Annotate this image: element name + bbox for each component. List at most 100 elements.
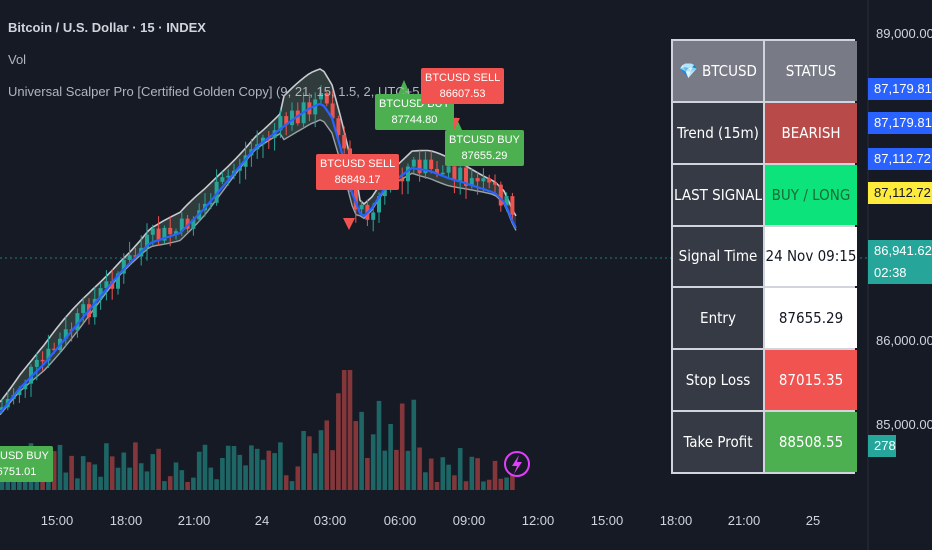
volume-bar bbox=[63, 472, 69, 490]
volume-bar bbox=[452, 475, 457, 490]
candle-body bbox=[75, 313, 80, 331]
trend-label: Trend (15m) bbox=[673, 102, 763, 163]
candle-body bbox=[429, 159, 434, 169]
volume-bar bbox=[57, 444, 63, 490]
volume-bar bbox=[150, 454, 156, 490]
candle-body bbox=[214, 181, 219, 203]
candle-body bbox=[446, 166, 451, 173]
volume-bar bbox=[283, 475, 289, 490]
trend-value: BEARISH bbox=[765, 102, 857, 163]
countdown-tag[interactable]: 02:38 bbox=[868, 262, 932, 284]
volume-bar bbox=[75, 478, 80, 490]
volume-bar bbox=[173, 462, 179, 490]
volume-bar bbox=[167, 476, 173, 490]
last-price-tag[interactable]: 86,941.62 bbox=[868, 240, 932, 262]
price-scale-label[interactable]: 86,000.00 bbox=[876, 333, 932, 348]
candle-body bbox=[284, 116, 289, 126]
candle-body bbox=[104, 281, 109, 289]
volume-bar bbox=[144, 471, 150, 490]
candle-body bbox=[23, 383, 28, 390]
volume-bar bbox=[324, 420, 330, 490]
indicator-label[interactable]: Universal Scalper Pro [Certified Golden … bbox=[8, 84, 420, 99]
volume-bar bbox=[388, 424, 393, 490]
volume-label[interactable]: Vol bbox=[8, 52, 27, 67]
volume-bar bbox=[463, 481, 469, 490]
candle-body bbox=[359, 204, 364, 210]
candle-body bbox=[498, 184, 503, 206]
price-tag[interactable]: 87,112.72 bbox=[868, 182, 932, 204]
volume-bar bbox=[278, 442, 283, 490]
price-tag[interactable]: 87,112.72 bbox=[868, 148, 932, 170]
volume-bar bbox=[492, 460, 498, 490]
entry-label: Entry bbox=[673, 288, 763, 349]
sell-signal-label: BTCUSD SELL 86607.53 bbox=[421, 68, 505, 104]
stop-loss-label: Stop Loss bbox=[673, 350, 763, 411]
volume-bar bbox=[376, 400, 382, 490]
volume-bar bbox=[104, 443, 109, 490]
volume-bar bbox=[254, 448, 260, 490]
candle-body bbox=[400, 178, 405, 182]
volume-bar bbox=[121, 452, 127, 490]
candle-body bbox=[330, 103, 335, 119]
volume-bar bbox=[34, 474, 40, 490]
flash-icon[interactable] bbox=[504, 451, 530, 477]
candle-body bbox=[110, 281, 115, 289]
candle-body bbox=[469, 178, 474, 186]
candle-body bbox=[324, 93, 329, 104]
volume-tag[interactable]: 278 bbox=[868, 435, 896, 457]
ema-fast-line bbox=[0, 102, 517, 414]
candle-body bbox=[417, 159, 422, 174]
price-scale-label[interactable]: 85,000.00 bbox=[876, 417, 932, 432]
volume-bar bbox=[98, 476, 103, 490]
candle-body bbox=[179, 218, 184, 232]
time-label: 03:00 bbox=[313, 513, 347, 528]
volume-bar bbox=[243, 465, 248, 490]
volume-bar bbox=[341, 370, 347, 490]
candle-body bbox=[510, 196, 515, 215]
volume-bar bbox=[109, 456, 115, 490]
candle-body bbox=[127, 255, 132, 260]
volume-bar bbox=[486, 479, 492, 490]
candle-body bbox=[220, 177, 225, 182]
volume-bar bbox=[434, 481, 440, 490]
candle-body bbox=[191, 219, 196, 229]
candle-body bbox=[34, 359, 39, 367]
stop-loss-value: 87015.35 bbox=[765, 350, 857, 411]
candle-body bbox=[435, 168, 439, 175]
candle-body bbox=[243, 155, 248, 167]
candle-body bbox=[208, 202, 213, 205]
volume-bar bbox=[365, 458, 370, 490]
time-label: 06:00 bbox=[383, 513, 417, 528]
candle-body bbox=[145, 234, 149, 248]
candle-body bbox=[377, 196, 381, 213]
candle-body bbox=[371, 212, 376, 220]
volume-bar bbox=[225, 445, 231, 490]
volume-bar bbox=[359, 411, 364, 490]
volume-bar bbox=[86, 462, 92, 490]
volume-bar bbox=[423, 472, 428, 490]
price-tag[interactable]: 87,179.81 bbox=[868, 112, 932, 134]
candle-body bbox=[458, 167, 463, 181]
volume-bar bbox=[504, 477, 509, 490]
symbol-title[interactable]: Bitcoin / U.S. Dollar · 15 · INDEX bbox=[8, 20, 206, 35]
candle-body bbox=[487, 178, 492, 183]
candle-body bbox=[481, 178, 486, 182]
candle-body bbox=[493, 182, 497, 185]
candle-body bbox=[440, 172, 445, 175]
volume-bar bbox=[156, 448, 161, 490]
volume-bar bbox=[475, 458, 480, 490]
volume-bar bbox=[382, 450, 388, 490]
price-scale-label[interactable]: 89,000.00 bbox=[876, 26, 932, 41]
volume-bar bbox=[446, 464, 451, 490]
candle-body bbox=[226, 175, 231, 178]
candle-body bbox=[278, 116, 283, 131]
time-label: 12:00 bbox=[521, 513, 555, 528]
volume-bar bbox=[162, 481, 167, 490]
buy-signal-label: BTCUSD BUY86751.01 bbox=[0, 446, 53, 482]
signal-time-value: 24 Nov 09:15 bbox=[765, 226, 857, 287]
volume-bar bbox=[399, 403, 405, 490]
candle-body bbox=[319, 93, 323, 100]
price-tag[interactable]: 87,179.81 bbox=[868, 78, 932, 100]
volume-bar bbox=[428, 458, 434, 490]
